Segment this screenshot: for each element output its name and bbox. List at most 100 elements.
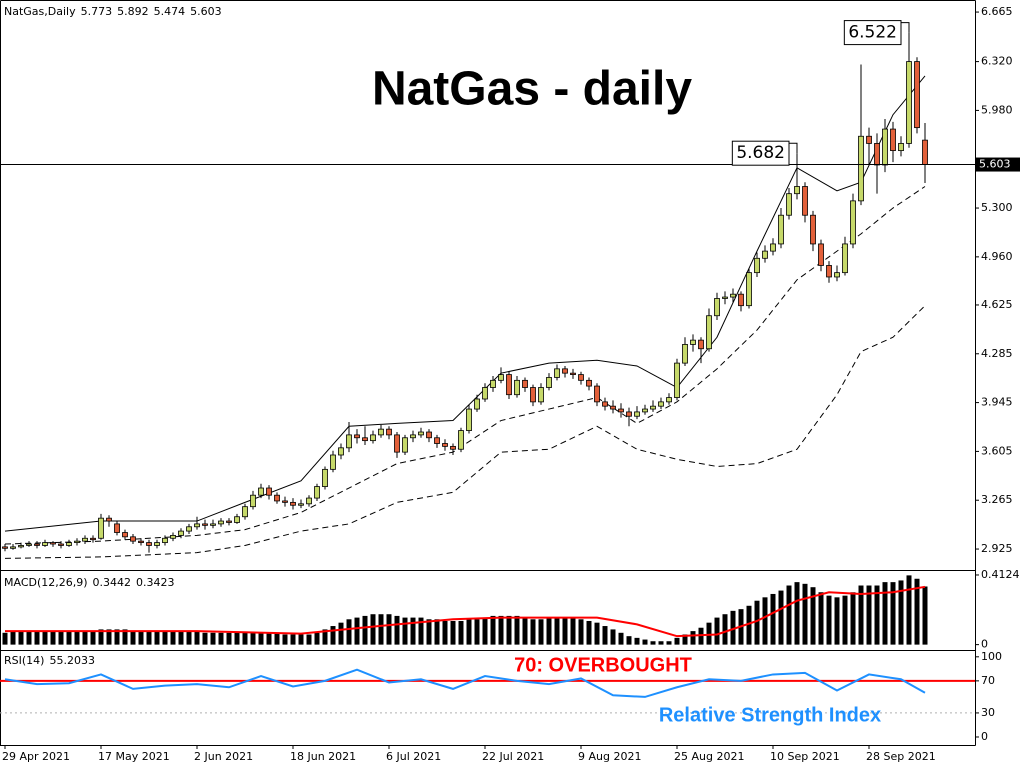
macd-bar [554, 617, 560, 645]
macd-bar [466, 619, 472, 645]
candle-body [322, 468, 328, 487]
annotation-text: Relative Strength Index [659, 704, 881, 726]
macd-bar [794, 582, 800, 645]
macd-bar [426, 619, 432, 645]
candle-body [650, 405, 656, 410]
candle-body [778, 214, 784, 245]
macd-bar [570, 617, 576, 645]
candle-body [330, 454, 336, 470]
candle-body [482, 387, 488, 400]
candle-body [746, 272, 752, 307]
macd-bar [338, 622, 344, 645]
macd-bar [98, 629, 104, 645]
candle-body [82, 537, 88, 542]
candle-body [242, 506, 248, 518]
macd-bar [146, 631, 152, 645]
candle-body [866, 135, 872, 144]
y-tick-label: 0 [981, 730, 988, 743]
y-tick-label: 0.4124 [981, 568, 1020, 581]
macd-bar [594, 622, 600, 645]
macd-bar [690, 631, 696, 645]
macd-bar [282, 634, 288, 645]
macd-bar [162, 631, 168, 645]
macd-bar [722, 614, 728, 645]
candle-body [410, 434, 416, 439]
macd-bar [186, 631, 192, 645]
macd-bar [314, 632, 320, 645]
band-line [4, 186, 926, 545]
y-tick-label: 70 [981, 674, 995, 687]
macd-bar [658, 641, 664, 645]
macd-bar [778, 590, 784, 645]
y-tick-label: 4.285 [981, 347, 1013, 360]
candle-body [282, 500, 288, 503]
macd-bar [50, 631, 56, 645]
candle-body [2, 546, 8, 549]
macd-bar [18, 631, 24, 645]
candle-body [450, 445, 456, 450]
candle-body [194, 523, 200, 528]
macd-bar [858, 585, 864, 645]
candle-body [794, 186, 800, 195]
macd-bar [10, 631, 16, 645]
annotation-text: 70: OVERBOUGHT [514, 654, 692, 676]
chart-title: NatGas - daily [372, 63, 692, 116]
header-part: 5.603 [190, 5, 222, 18]
candle-body [890, 128, 896, 152]
macd-bar [354, 617, 360, 645]
macd-bar [290, 634, 296, 645]
y-tick-label: 5.980 [981, 103, 1013, 116]
candle-body [898, 143, 904, 152]
annotation-label: 6.522 [848, 23, 897, 43]
candle-body [122, 532, 128, 538]
macd-bar [378, 614, 384, 645]
candle-body [770, 243, 776, 252]
candle-body [586, 379, 592, 387]
macd-bar [802, 583, 808, 645]
macd-bar [514, 615, 520, 645]
candle-body [226, 520, 232, 523]
candle-body [434, 437, 440, 444]
header-part: 5.474 [154, 5, 186, 18]
macd-bar [410, 617, 416, 645]
candle-body [514, 379, 520, 396]
candle-body [626, 411, 632, 417]
macd-bar [218, 632, 224, 645]
candle-body [266, 487, 272, 496]
candle-body [386, 428, 392, 436]
header-part: RSI(14) [4, 654, 44, 667]
candle-body [490, 379, 496, 388]
macd-bar [298, 634, 304, 645]
macd-bar [914, 578, 920, 645]
macd-bar [266, 632, 272, 645]
candle-body [658, 401, 664, 407]
candle-body [106, 517, 112, 522]
candle-body [130, 536, 136, 542]
panel-header: RSI(14) 55.2033 [4, 654, 95, 667]
macd-bar [58, 631, 64, 645]
candle-body [362, 437, 368, 442]
x-tick-label: 10 Sep 2021 [770, 750, 840, 763]
macd-bar [714, 617, 720, 645]
candle-body [914, 61, 920, 129]
candle-body [370, 434, 376, 442]
macd-bar [890, 582, 896, 645]
macd-bar [346, 619, 352, 645]
candle-body [354, 434, 360, 439]
annotation-connector [789, 142, 798, 154]
candle-body [634, 411, 640, 417]
candle-body [346, 434, 352, 449]
candle-body [722, 296, 728, 299]
candle-body [426, 431, 432, 439]
macd-bar [74, 631, 80, 645]
header-part: NatGas,Daily [4, 5, 76, 18]
candle-body [74, 540, 80, 543]
candle-body [714, 298, 720, 317]
macd-bar [834, 597, 840, 645]
macd-bar [562, 617, 568, 645]
macd-bar [226, 632, 232, 645]
annotation-box [731, 140, 790, 166]
candle-body [802, 186, 808, 216]
candle-body [218, 520, 224, 525]
